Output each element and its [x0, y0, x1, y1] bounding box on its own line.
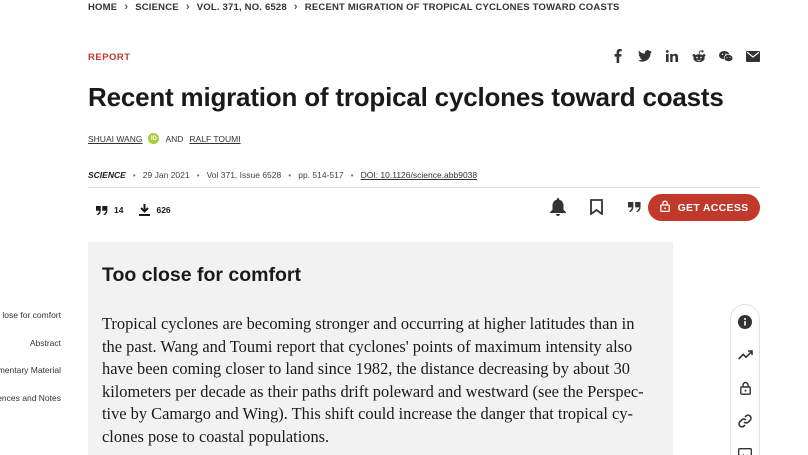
share-bar	[611, 48, 760, 64]
article-title: Recent migration of tropical cyclones to…	[88, 82, 724, 112]
volume-issue: Vol 371, Issue 6528	[206, 170, 282, 180]
download-count: 626	[156, 205, 171, 215]
editors-summary: Too close for comfort Tropical cyclones …	[88, 242, 673, 455]
summary-text: Tropical cyclones are becoming stronger …	[102, 313, 659, 449]
author-link[interactable]: RALF TOUMI	[189, 133, 241, 144]
chevron-right-icon: ›	[124, 1, 129, 13]
summary-line: kilometers per decade as their paths dri…	[102, 381, 644, 401]
divider	[88, 187, 760, 188]
trending-icon[interactable]	[737, 347, 753, 363]
author-separator: AND	[165, 133, 184, 144]
chevron-right-icon: ›	[185, 1, 190, 13]
get-access-button[interactable]: GET ACCESS	[648, 194, 760, 221]
toc-item[interactable]: ences and Notes	[0, 392, 61, 403]
article-tools	[549, 197, 643, 217]
meta-separator: •	[350, 170, 354, 180]
reddit-icon[interactable]	[692, 48, 706, 64]
link-icon[interactable]	[737, 413, 753, 429]
meta-separator: •	[288, 170, 292, 180]
cite-icon[interactable]	[625, 197, 643, 217]
linkedin-icon[interactable]	[665, 48, 679, 64]
get-access-label: GET ACCESS	[677, 201, 749, 214]
email-icon[interactable]	[746, 48, 760, 64]
journal-name: SCIENCE	[88, 170, 126, 180]
summary-heading: Too close for comfort	[102, 264, 301, 286]
summary-line: tive by Camargo and Wing). This shift co…	[102, 404, 633, 424]
orcid-icon[interactable]: iD	[148, 133, 160, 144]
wechat-icon[interactable]	[719, 48, 733, 64]
doi-link[interactable]: DOI: 10.1126/science.abb9038	[360, 170, 478, 180]
author-link[interactable]: SHUAI WANG	[88, 133, 143, 144]
toc-item[interactable]: lose for comfort	[2, 310, 61, 320]
publication-date: 29 Jan 2021	[142, 170, 190, 180]
bookmark-icon[interactable]	[587, 197, 605, 217]
article-type-label: REPORT	[88, 52, 131, 63]
article-meta: SCIENCE • 29 Jan 2021 • Vol 371, Issue 6…	[88, 170, 477, 180]
meta-separator: •	[132, 170, 136, 180]
summary-line: have been coming closer to land since 19…	[102, 359, 630, 379]
lock-icon	[659, 200, 670, 215]
citation-count: 14	[114, 205, 124, 215]
facebook-icon[interactable]	[611, 48, 625, 64]
toc-item[interactable]: Abstract	[29, 337, 61, 348]
breadcrumb-issue[interactable]: VOL. 371, NO. 6528	[196, 1, 287, 13]
breadcrumb-home[interactable]: HOME	[88, 1, 118, 13]
summary-line: the past. Wang and Toumi report that cyc…	[102, 336, 633, 356]
meta-separator: •	[196, 170, 200, 180]
breadcrumb: HOME › SCIENCE › VOL. 371, NO. 6528 › RE…	[88, 1, 620, 13]
table-of-contents: lose for comfort Abstract ementary Mater…	[0, 310, 61, 420]
breadcrumb-current: RECENT MIGRATION OF TROPICAL CYCLONES TO…	[304, 1, 620, 13]
bell-icon[interactable]	[549, 197, 567, 217]
page-range: pp. 514-517	[298, 170, 344, 180]
quote-icon[interactable]	[96, 205, 108, 215]
image-icon[interactable]	[737, 446, 753, 455]
info-icon[interactable]	[737, 314, 753, 330]
summary-line: Tropical cyclones are becoming stronger …	[102, 314, 635, 333]
twitter-icon[interactable]	[638, 48, 652, 64]
lock-icon[interactable]	[737, 380, 753, 396]
author-list: SHUAI WANG iD AND RALF TOUMI	[88, 133, 241, 144]
download-icon[interactable]	[139, 204, 151, 216]
article-metrics: 14 626	[96, 204, 171, 216]
breadcrumb-science[interactable]: SCIENCE	[135, 1, 179, 13]
summary-line: clones pose to coastal populations.	[102, 426, 330, 446]
chevron-right-icon: ›	[293, 1, 298, 13]
toc-item[interactable]: ementary Material	[0, 365, 61, 375]
side-toolbar	[730, 304, 760, 455]
